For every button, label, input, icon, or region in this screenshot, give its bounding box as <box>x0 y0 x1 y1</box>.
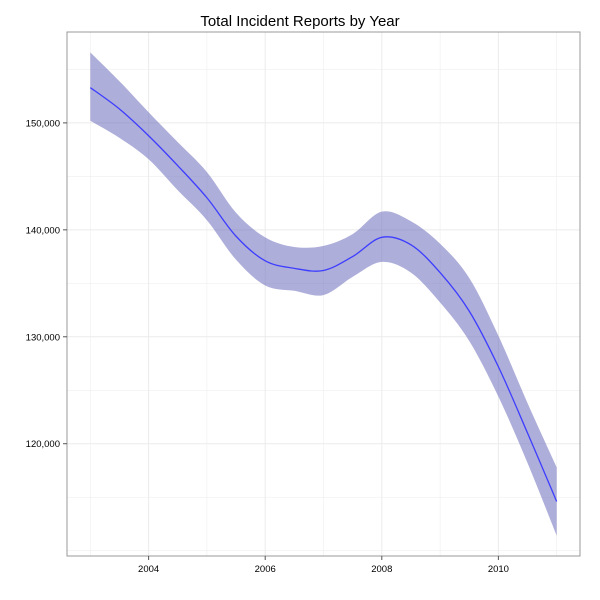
x-tick-label: 2010 <box>488 564 509 575</box>
y-axis: 120,000 130,000 140,000 150,000 <box>26 118 67 450</box>
chart-title: Total Incident Reports by Year <box>200 13 400 30</box>
trend-line <box>89 87 558 502</box>
y-tick-label: 150,000 <box>26 118 60 129</box>
panel-border <box>66 31 581 557</box>
grid-layer <box>67 32 580 556</box>
y-tick-label: 130,000 <box>26 332 60 343</box>
y-tick-label: 120,000 <box>26 439 60 450</box>
x-tick-label: 2004 <box>138 564 159 575</box>
confidence-band <box>90 52 557 536</box>
x-tick-label: 2006 <box>255 564 276 575</box>
x-tick-label: 2008 <box>371 564 392 575</box>
y-tick-label: 140,000 <box>26 225 60 236</box>
x-axis: 2004 2006 2008 2010 <box>138 556 509 575</box>
